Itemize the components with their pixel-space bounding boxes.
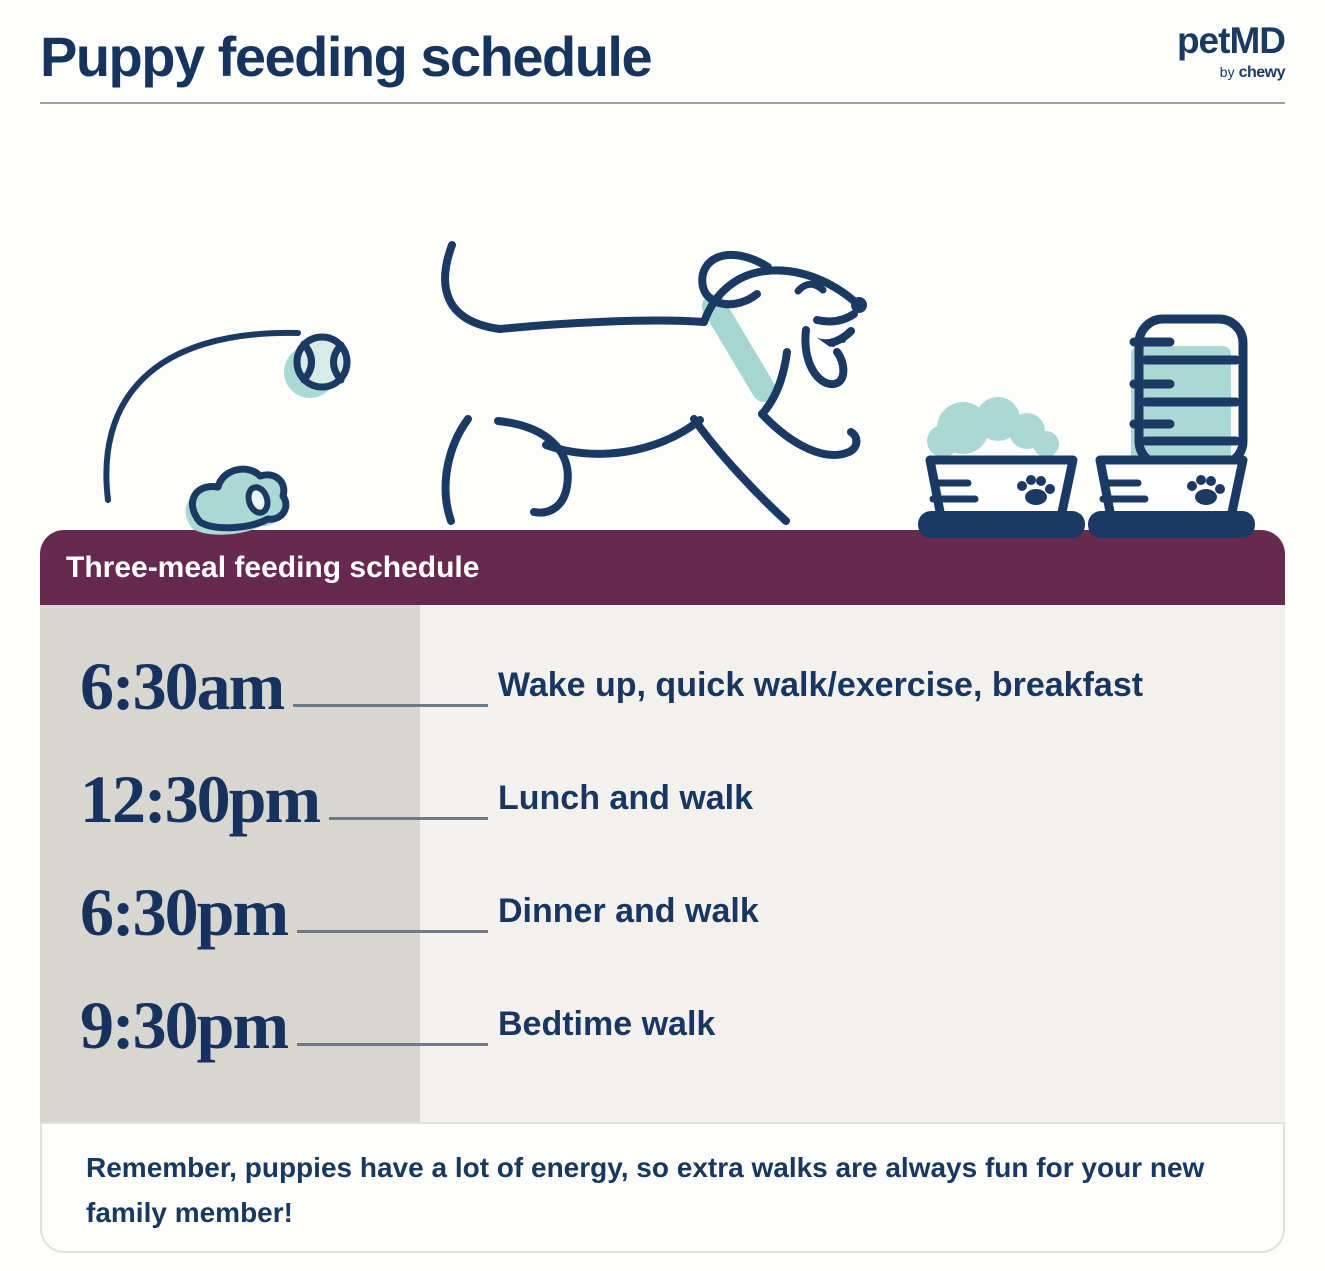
- time-block: 12:30pm: [40, 765, 488, 833]
- connector-line: [329, 816, 488, 820]
- schedule-row: 6:30am Wake up, quick walk/exercise, bre…: [40, 629, 1285, 742]
- time-label: 12:30pm: [80, 760, 321, 837]
- time-block: 6:30pm: [40, 878, 488, 946]
- paw-print-icon: [1017, 475, 1055, 505]
- connector-line: [297, 1042, 488, 1046]
- puppy-eye: [794, 280, 827, 295]
- time-label: 6:30pm: [80, 873, 289, 950]
- schedule-header-label: Three-meal feeding schedule: [66, 550, 480, 584]
- activity-label: Wake up, quick walk/exercise, breakfast: [498, 666, 1144, 704]
- note-text: Remember, puppies have a lot of energy, …: [86, 1152, 1205, 1228]
- connector-line: [293, 703, 488, 707]
- schedule-table: 6:30am Wake up, quick walk/exercise, bre…: [40, 605, 1285, 1122]
- byline-prefix: by: [1219, 64, 1235, 80]
- activity-label: Bedtime walk: [498, 1005, 716, 1043]
- petmd-logo: petMD by chewy: [1176, 20, 1286, 81]
- schedule-row: 12:30pm Lunch and walk: [40, 742, 1285, 855]
- food-bowl-icon: [918, 397, 1085, 538]
- time-block: 9:30pm: [40, 991, 488, 1059]
- puppy-nose: [851, 297, 867, 313]
- tennis-ball-icon: [284, 333, 351, 398]
- note-card: Remember, puppies have a lot of energy, …: [40, 1122, 1285, 1253]
- puppy-tongue: [801, 326, 848, 389]
- chewy-logo-text: chewy: [1238, 64, 1286, 81]
- kong-toy-icon: [185, 465, 290, 535]
- petmd-logo-text: petMD: [1176, 20, 1286, 61]
- activity-label: Dinner and walk: [498, 892, 759, 930]
- time-block: 6:30am: [40, 652, 488, 720]
- paw-print-icon: [1187, 475, 1225, 505]
- connector-line: [297, 929, 488, 933]
- time-label: 9:30pm: [80, 986, 289, 1063]
- page-title: Puppy feeding schedule: [40, 25, 653, 88]
- puppy-ear: [698, 250, 772, 309]
- running-puppy-icon: [441, 241, 867, 525]
- schedule-row: 9:30pm Bedtime walk: [40, 968, 1285, 1081]
- water-dispenser-icon: [1088, 314, 1255, 538]
- kibble: [927, 397, 1059, 457]
- schedule-row: 6:30pm Dinner and walk: [40, 855, 1285, 968]
- schedule-header-bar: Three-meal feeding schedule: [40, 530, 1285, 605]
- trajectory-arc-icon: [103, 329, 301, 503]
- page-header: Puppy feeding schedule petMD by chewy: [40, 0, 1286, 104]
- activity-label: Lunch and walk: [498, 779, 754, 817]
- petmd-logo-byline: by chewy: [1177, 64, 1286, 81]
- water: [1131, 346, 1231, 468]
- time-label: 6:30am: [80, 647, 285, 724]
